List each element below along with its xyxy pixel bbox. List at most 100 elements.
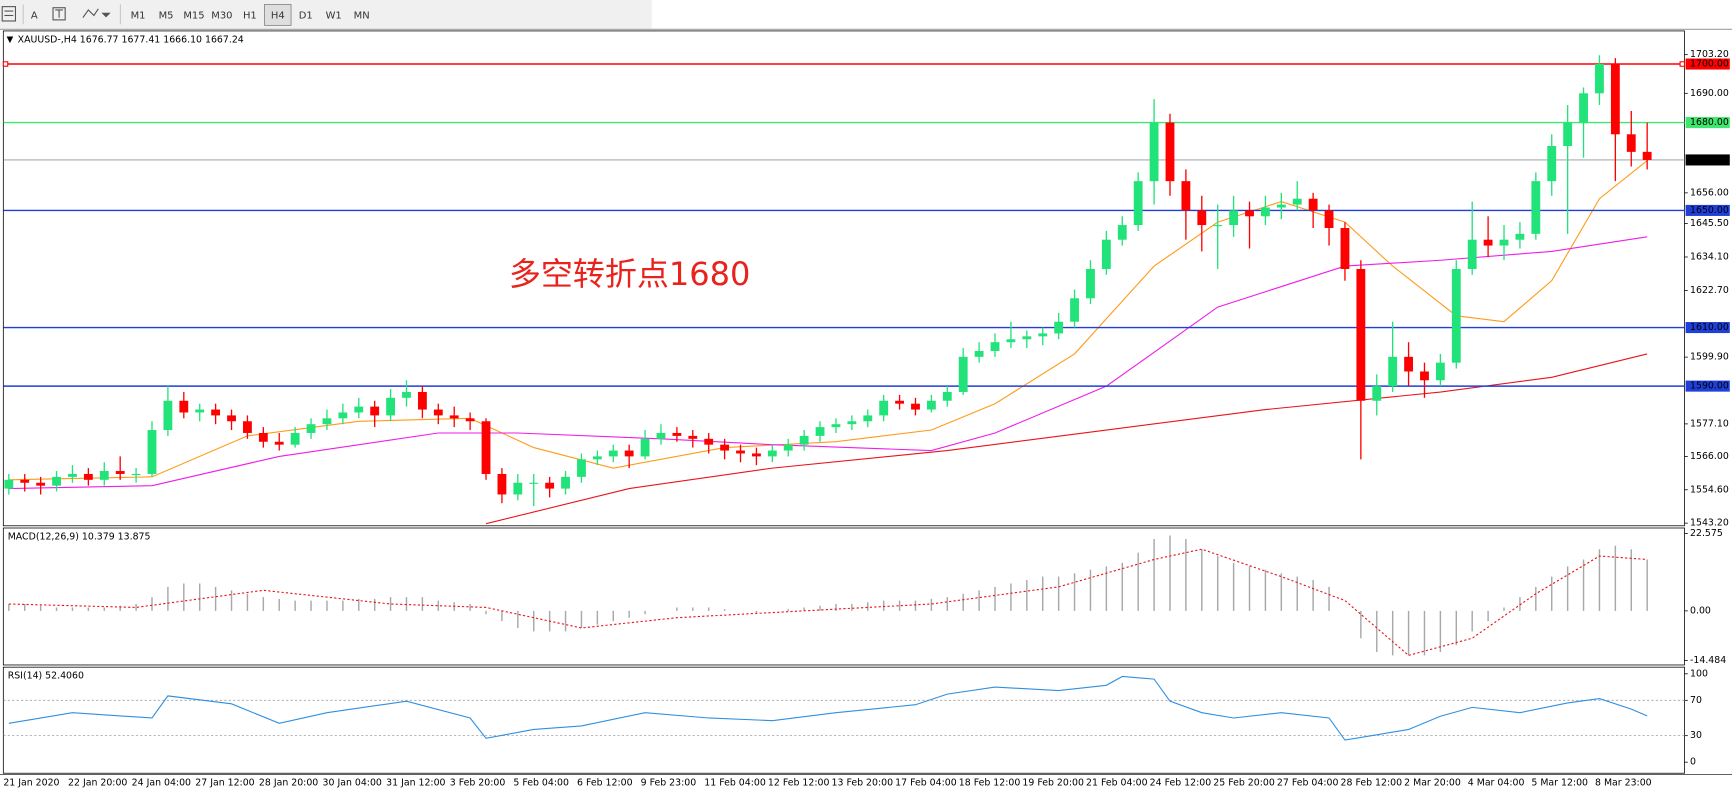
candle-body: [258, 432, 268, 442]
candle-body: [1626, 134, 1636, 152]
timeframe-label[interactable]: M15: [183, 10, 204, 21]
timeframe-label[interactable]: M1: [131, 10, 146, 21]
timeframe-button[interactable]: [124, 4, 152, 26]
timeframe-label[interactable]: M5: [159, 10, 174, 21]
candle-body: [1245, 210, 1254, 217]
tool-icon[interactable]: [1, 6, 17, 22]
y-tick-label: 1566.00: [1690, 451, 1729, 462]
panel-frame: [2, 527, 1685, 666]
y-tick-label: 0: [1690, 757, 1696, 768]
candle-body: [306, 424, 316, 433]
y-tick-label: 1656.00: [1690, 187, 1729, 198]
candle-body: [1483, 239, 1493, 246]
panel-frame: [2, 666, 1685, 774]
y-tick-label: 0.00: [1690, 605, 1711, 616]
y-tick-label: 30: [1690, 730, 1702, 741]
annotation: 多空转折点1680: [509, 255, 751, 293]
candle-body: [211, 409, 221, 416]
x-tick-label: 5 Mar 12:00: [1531, 778, 1588, 789]
level-price-label: 1650.00: [1690, 205, 1729, 216]
candle-body: [783, 444, 793, 451]
candle-body: [1563, 122, 1573, 147]
candle-body: [926, 400, 936, 410]
timeframe-button[interactable]: [236, 4, 264, 26]
panel-title: MACD(12,26,9) 10.379 13.875: [8, 531, 151, 542]
candle-body: [799, 435, 809, 445]
candle-body: [179, 400, 189, 413]
level-price-box: [1685, 204, 1730, 216]
timeframe-button[interactable]: [152, 4, 180, 26]
candle-body: [767, 450, 777, 457]
candle-body: [83, 473, 93, 480]
x-tick-label: 12 Feb 12:00: [768, 778, 830, 789]
x-tick-label: 4 Mar 04:00: [1468, 778, 1525, 789]
y-tick-label: 1690.00: [1690, 88, 1729, 99]
text-label-tool[interactable]: [52, 7, 66, 21]
candle-body: [68, 473, 77, 477]
candle-body: [1579, 93, 1588, 123]
candle-body: [974, 350, 984, 357]
y-tick-label: 1543.20: [1690, 518, 1729, 529]
candle-body: [52, 476, 61, 486]
level-handle[interactable]: [1679, 61, 1686, 67]
timeframe-label[interactable]: MN: [354, 10, 370, 21]
x-tick-label: 27 Feb 04:00: [1277, 778, 1339, 789]
timeframe-label[interactable]: H1: [243, 10, 257, 21]
x-tick-label: 3 Feb 20:00: [450, 778, 506, 789]
level-price-box: [1685, 322, 1730, 334]
level-handle[interactable]: [2, 61, 9, 67]
candle-body: [640, 438, 650, 457]
candle-body: [433, 409, 443, 416]
x-tick-label: 24 Feb 12:00: [1150, 778, 1212, 789]
y-tick-label: 1622.70: [1690, 285, 1729, 296]
timeframe-label[interactable]: W1: [326, 10, 342, 21]
timeframe-button[interactable]: [264, 3, 292, 26]
timeframe-button[interactable]: [208, 4, 236, 26]
y-tick-label: 1599.90: [1690, 352, 1729, 363]
candle-body: [274, 441, 284, 445]
candle-body: [1340, 227, 1350, 269]
x-tick-label: 21 Feb 04:00: [1086, 778, 1148, 789]
candle-body: [704, 438, 714, 445]
candle-body: [1054, 321, 1064, 334]
y-tick-label: 70: [1690, 695, 1702, 706]
candle-body: [624, 450, 634, 457]
candle-body: [1292, 198, 1302, 205]
shapes-tool[interactable]: [82, 8, 99, 18]
candle-body: [290, 432, 300, 445]
candle-body: [1038, 333, 1048, 337]
timeframe-label[interactable]: H4: [271, 10, 285, 21]
candle-body: [1595, 64, 1604, 94]
candle-body: [1229, 210, 1239, 226]
x-tick-label: 8 Mar 23:00: [1595, 778, 1652, 789]
dropdown-arrow[interactable]: [101, 12, 111, 18]
candle-body: [386, 397, 396, 416]
timeframe-label[interactable]: D1: [299, 10, 313, 21]
candle-body: [99, 471, 109, 480]
y-tick-label: 100: [1690, 668, 1708, 679]
timeframe-button[interactable]: [320, 4, 347, 26]
candle-body: [561, 476, 570, 489]
candle-body: [354, 406, 364, 413]
candle-body: [895, 400, 904, 404]
candle-body: [831, 424, 841, 428]
candle-body: [815, 427, 825, 436]
candle-body: [338, 412, 348, 419]
timeframe-label[interactable]: M30: [211, 10, 232, 21]
timeframe-button[interactable]: [292, 4, 320, 26]
text-tool[interactable]: A: [31, 10, 38, 21]
candle-body: [1404, 356, 1413, 372]
candle-body: [879, 400, 889, 416]
panel-title: XAUUSD-,H4 1676.77 1677.41 1666.10 1667.…: [18, 34, 244, 45]
timeframe-button[interactable]: [348, 4, 375, 26]
timeframe-button[interactable]: [180, 4, 208, 26]
level-price-label: 1590.00: [1690, 381, 1729, 392]
candle-body: [577, 459, 586, 477]
candle-body: [529, 482, 539, 484]
panel-plot: [8, 535, 1648, 656]
candle-body: [1308, 198, 1318, 211]
candle-body: [1086, 268, 1095, 299]
candle-body: [147, 430, 157, 474]
